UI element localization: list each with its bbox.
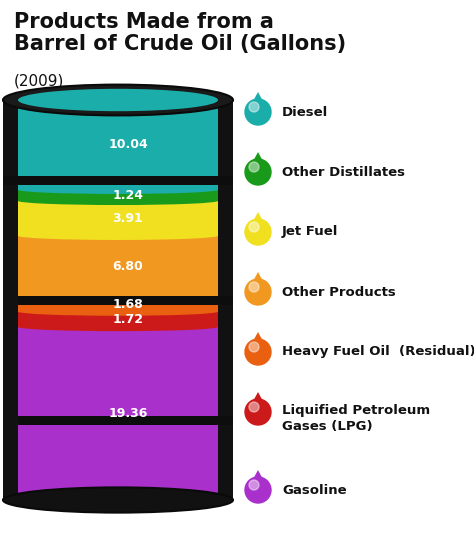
Polygon shape — [18, 201, 218, 236]
Ellipse shape — [18, 232, 218, 240]
Ellipse shape — [18, 292, 218, 301]
Polygon shape — [251, 212, 265, 225]
Text: 1.72: 1.72 — [112, 313, 144, 326]
Text: 6.80: 6.80 — [113, 260, 143, 273]
Circle shape — [245, 477, 271, 503]
Text: Heavy Fuel Oil  (Residual): Heavy Fuel Oil (Residual) — [282, 345, 474, 358]
Ellipse shape — [3, 85, 233, 115]
Text: Other Products: Other Products — [282, 286, 396, 299]
Polygon shape — [251, 392, 265, 405]
Polygon shape — [3, 295, 233, 305]
Polygon shape — [3, 416, 233, 425]
Circle shape — [249, 162, 259, 172]
Circle shape — [245, 99, 271, 125]
Polygon shape — [18, 190, 218, 201]
Polygon shape — [3, 176, 233, 184]
Polygon shape — [18, 312, 218, 327]
Polygon shape — [18, 236, 218, 296]
Polygon shape — [251, 152, 265, 165]
Text: 19.36: 19.36 — [109, 407, 148, 420]
Text: Products Made from a: Products Made from a — [14, 12, 274, 32]
Text: 1.24: 1.24 — [112, 189, 144, 202]
Circle shape — [245, 279, 271, 305]
Polygon shape — [251, 92, 265, 105]
Ellipse shape — [18, 89, 218, 111]
Polygon shape — [3, 100, 233, 500]
Text: Other Distillates: Other Distillates — [282, 165, 405, 178]
Polygon shape — [218, 100, 233, 500]
Ellipse shape — [3, 487, 233, 513]
Polygon shape — [18, 296, 218, 312]
Ellipse shape — [18, 307, 218, 316]
Circle shape — [245, 339, 271, 365]
Text: Diesel: Diesel — [282, 106, 328, 119]
Text: Gasoline: Gasoline — [282, 483, 346, 496]
Circle shape — [245, 159, 271, 185]
Circle shape — [249, 222, 259, 232]
Circle shape — [249, 480, 259, 490]
Circle shape — [249, 402, 259, 412]
Polygon shape — [18, 100, 218, 190]
Text: Jet Fuel: Jet Fuel — [282, 225, 338, 238]
Circle shape — [249, 102, 259, 112]
Circle shape — [249, 342, 259, 352]
Text: Liquified Petroleum: Liquified Petroleum — [282, 404, 430, 417]
Ellipse shape — [18, 323, 218, 331]
Text: Barrel of Crude Oil (Gallons): Barrel of Crude Oil (Gallons) — [14, 34, 346, 54]
Text: (2009): (2009) — [14, 74, 64, 89]
Polygon shape — [251, 470, 265, 483]
Text: 1.68: 1.68 — [113, 298, 143, 310]
Ellipse shape — [18, 197, 218, 205]
Circle shape — [245, 219, 271, 245]
Polygon shape — [3, 240, 18, 480]
Text: 3.91: 3.91 — [113, 212, 143, 225]
Polygon shape — [3, 100, 18, 500]
Ellipse shape — [18, 185, 218, 194]
Polygon shape — [251, 332, 265, 345]
Polygon shape — [18, 327, 218, 500]
Circle shape — [245, 399, 271, 425]
Text: 10.04: 10.04 — [108, 139, 148, 151]
Text: Gases (LPG): Gases (LPG) — [282, 420, 373, 433]
Circle shape — [249, 282, 259, 292]
Polygon shape — [251, 272, 265, 285]
